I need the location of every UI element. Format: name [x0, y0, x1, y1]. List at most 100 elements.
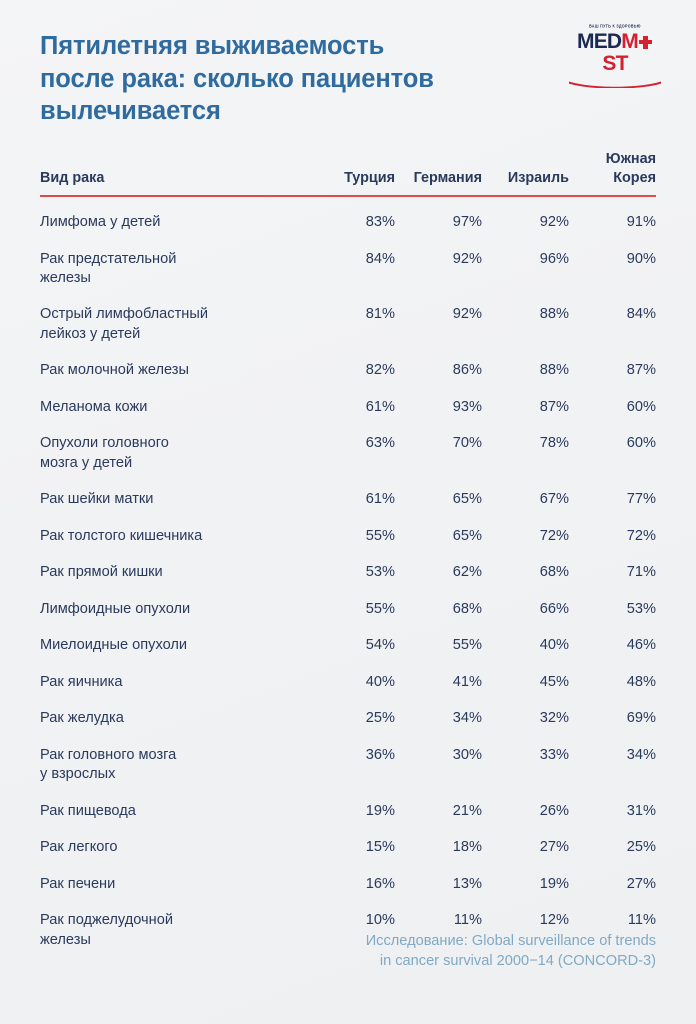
table-row: Лимфоидные опухоли 55% 68% 66% 53% — [40, 591, 656, 628]
medical-cross-icon — [638, 35, 653, 50]
cell-turkey: 53% — [365, 564, 395, 581]
cell-south-korea: 91% — [626, 214, 656, 230]
cell-turkey: 54% — [365, 637, 395, 654]
cell-israel: 26% — [539, 802, 569, 819]
column-header-south-korea: Южная Корея — [605, 150, 656, 186]
cell-israel: 72% — [539, 527, 569, 544]
cell-cancer-type: Рак толстого кишечника — [40, 527, 203, 544]
cell-israel: 19% — [539, 875, 569, 892]
cell-cancer-type: Рак желудка — [40, 710, 124, 727]
cell-germany: 92% — [452, 306, 482, 323]
cell-germany: 18% — [452, 839, 482, 856]
cell-cancer-type: Рак поджелудочной железы — [40, 912, 173, 948]
source-note: Исследование: Global surveillance of tre… — [365, 932, 656, 970]
table-row: Рак головного мозга у взрослых 36% 30% 33% 3… — [40, 737, 656, 793]
cell-germany: 65% — [452, 491, 482, 508]
cell-israel: 88% — [539, 362, 569, 379]
medmost-logo: ВАШ ПУТЬ К ЗДОРОВЬЮ MEDMST — [567, 23, 663, 89]
cell-cancer-type: Рак шейки матки — [40, 491, 154, 508]
cell-germany: 11% — [453, 912, 482, 929]
cell-turkey: 40% — [365, 673, 395, 690]
cell-cancer-type: Миелоидные опухоли — [40, 637, 188, 654]
cell-israel: 78% — [539, 435, 569, 452]
cell-cancer-type: Рак печени — [40, 875, 116, 892]
cell-cancer-type: Рак молочной железы — [40, 362, 189, 379]
cell-cancer-type: Меланома кожи — [40, 398, 148, 415]
cell-germany: 92% — [452, 250, 482, 267]
cell-turkey: 82% — [365, 362, 395, 379]
cell-turkey: 61% — [365, 491, 395, 508]
cell-cancer-type: Лимфома у детей — [40, 214, 161, 230]
cell-south-korea: 46% — [626, 637, 656, 654]
cell-israel: 96% — [539, 250, 569, 267]
logo-tagline: ВАШ ПУТЬ К ЗДОРОВЬЮ — [589, 23, 641, 29]
cell-germany: 93% — [452, 398, 482, 415]
cell-germany: 21% — [452, 802, 482, 819]
cell-cancer-type: Рак яичника — [40, 673, 123, 690]
cell-south-korea: 90% — [626, 250, 656, 267]
cell-cancer-type: Рак головного мозга у взрослых — [40, 746, 177, 783]
cell-turkey: 16% — [365, 875, 395, 892]
table-row: Рак поджелудочной железы 10% 11% 12% 11% — [40, 903, 656, 959]
cell-israel: 33% — [539, 746, 569, 763]
cell-cancer-type: Рак прямой кишки — [40, 564, 163, 581]
cell-turkey: 61% — [365, 398, 395, 415]
cell-turkey: 55% — [365, 600, 395, 617]
logo-text-m: M — [621, 29, 638, 53]
cell-south-korea: 27% — [626, 875, 656, 892]
table-row: Острый лимфобластный лейкоз у детей 81% 92… — [40, 297, 656, 353]
table-row: Рак желудка 25% 34% 32% 69% — [40, 701, 656, 738]
cell-turkey: 81% — [365, 306, 395, 323]
cell-germany: 41% — [452, 673, 482, 690]
cell-south-korea: 25% — [626, 839, 656, 856]
header-divider — [40, 194, 656, 197]
cell-cancer-type: Рак пищевода — [40, 802, 136, 819]
cell-germany: 70% — [452, 435, 482, 452]
cell-cancer-type: Лимфоидные опухоли — [40, 600, 191, 617]
table-row: Рак молочной железы 82% 86% 88% 87% — [40, 353, 656, 390]
cell-israel: 32% — [539, 710, 569, 727]
table-row: Лимфома у детей 83% 97% 92% 91% — [40, 205, 656, 242]
cell-south-korea: 48% — [626, 673, 656, 690]
cell-israel: 88% — [539, 306, 569, 323]
survival-table: Вид рака Турция Германия Израиль Южная К… — [40, 128, 656, 959]
cell-germany: 97% — [452, 214, 482, 230]
cell-south-korea: 53% — [626, 600, 656, 617]
cell-turkey: 83% — [365, 214, 395, 230]
table-header-row: Вид рака Турция Германия Израиль Южная К… — [40, 150, 656, 195]
cell-south-korea: 60% — [626, 435, 656, 452]
cell-cancer-type: Рак легкого — [40, 839, 118, 856]
cell-cancer-type: Рак предстательной железы — [40, 250, 177, 286]
table-row: Рак шейки матки 61% 65% 67% 77% — [40, 482, 656, 519]
cell-south-korea: 31% — [626, 802, 656, 819]
table-row: Опухоли головного мозга у детей 63% 70% 78%… — [40, 426, 656, 482]
cell-israel: 45% — [539, 673, 569, 690]
cell-turkey: 25% — [365, 710, 395, 727]
cell-turkey: 15% — [365, 839, 395, 856]
table-row: Рак яичника 40% 41% 45% 48% — [40, 664, 656, 701]
cell-south-korea: 71% — [626, 564, 656, 581]
cell-germany: 62% — [452, 564, 482, 581]
cell-germany: 86% — [452, 362, 482, 379]
cell-germany: 30% — [452, 746, 482, 763]
table-row: Рак пищевода 19% 21% 26% 31% — [40, 793, 656, 830]
cell-cancer-type: Острый лимфобластный лейкоз у детей — [40, 306, 208, 342]
table-row: Рак предстательной железы 84% 92% 96% 90% — [40, 241, 656, 297]
table-row: Рак печени 16% 13% 19% 27% — [40, 866, 656, 903]
cell-south-korea: 72% — [626, 527, 656, 544]
cell-south-korea: 87% — [626, 362, 656, 379]
cell-israel: 92% — [539, 214, 569, 230]
table-row: Рак легкого 15% 18% 27% 25% — [40, 830, 656, 867]
cell-israel: 27% — [539, 839, 569, 856]
cell-israel: 40% — [539, 637, 569, 654]
cell-germany: 34% — [452, 710, 482, 727]
cell-south-korea: 77% — [626, 491, 656, 508]
cell-israel: 66% — [539, 600, 569, 617]
logo-swoosh-icon — [569, 81, 661, 89]
cell-turkey: 55% — [365, 527, 395, 544]
cell-germany: 65% — [452, 527, 482, 544]
table-body: Лимфома у детей 83% 97% 92% 91% Рак предстате… — [40, 199, 656, 959]
cell-south-korea: 34% — [626, 746, 656, 763]
column-header-israel: Израиль — [507, 169, 569, 186]
